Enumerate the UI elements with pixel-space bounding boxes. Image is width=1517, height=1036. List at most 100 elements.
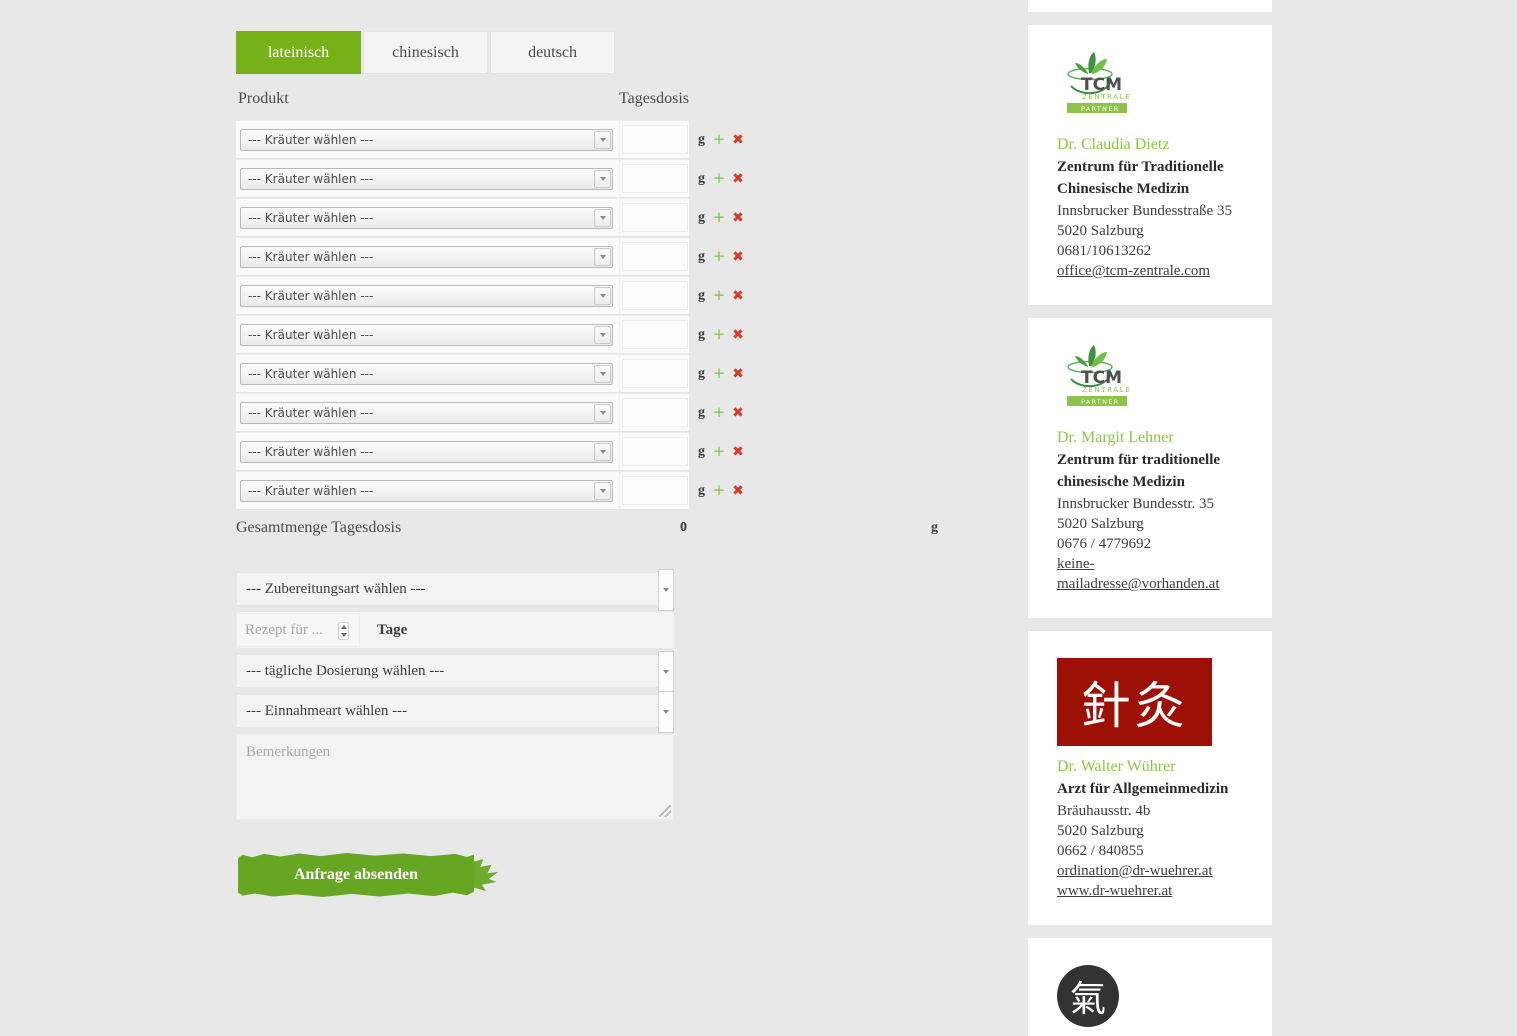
table-row: --- Kräuter wählen --- g + ✖	[236, 159, 996, 198]
cell-produkt: --- Kräuter wählen ---	[236, 432, 619, 471]
herb-select[interactable]: --- Kräuter wählen ---	[240, 245, 613, 268]
preparation-select-value: --- Zubereitungsart wählen ---	[246, 580, 426, 597]
herb-select[interactable]: --- Kräuter wählen ---	[240, 401, 613, 424]
dose-input[interactable]	[622, 437, 688, 466]
close-icon: ✖	[732, 482, 744, 499]
close-icon: ✖	[732, 248, 744, 265]
herb-select[interactable]: --- Kräuter wählen ---	[240, 362, 613, 385]
herb-select[interactable]: --- Kräuter wählen ---	[240, 284, 613, 307]
tab-label: lateinisch	[267, 43, 330, 61]
number-stepper-icon[interactable]	[338, 622, 349, 640]
chevron-down-icon	[594, 403, 611, 422]
remove-row-button[interactable]: ✖	[729, 482, 747, 500]
remarks-textarea[interactable]: Bemerkungen	[236, 734, 674, 820]
remove-row-button[interactable]: ✖	[729, 443, 747, 461]
intake-select[interactable]: --- Einnahmeart wählen ---	[236, 691, 674, 733]
tab-chinesisch[interactable]: chinesisch	[363, 31, 488, 74]
days-unit-label: Tage	[377, 621, 408, 638]
dose-input[interactable]	[622, 281, 688, 310]
tab-lateinisch[interactable]: lateinisch	[236, 31, 361, 74]
practitioner-link[interactable]: ordination@dr-wuehrer.at	[1057, 863, 1213, 879]
herb-table: --- Kräuter wählen --- g + ✖ --- Kräuter wäh…	[236, 120, 996, 510]
herb-select[interactable]: --- Kräuter wählen ---	[240, 206, 613, 229]
herb-select-value: --- Kräuter wählen ---	[248, 366, 374, 381]
add-row-button[interactable]: +	[710, 482, 728, 500]
chevron-down-icon	[594, 442, 611, 461]
herb-select[interactable]: --- Kräuter wählen ---	[240, 167, 613, 190]
dose-input[interactable]	[622, 203, 688, 232]
remove-row-button[interactable]: ✖	[729, 170, 747, 188]
add-row-button[interactable]: +	[710, 248, 728, 266]
add-row-button[interactable]: +	[710, 443, 728, 461]
remove-row-button[interactable]: ✖	[729, 287, 747, 305]
remove-row-button[interactable]: ✖	[729, 131, 747, 149]
partner-card: TCM ZENTRALE PARTNER Dr. Claudia Dietz Zentr…	[1028, 25, 1272, 305]
add-row-button[interactable]: +	[710, 287, 728, 305]
remove-row-button[interactable]: ✖	[729, 248, 747, 266]
add-row-button[interactable]: +	[710, 404, 728, 422]
table-row: --- Kräuter wählen --- g + ✖	[236, 120, 996, 159]
acupuncture-glyphs: 針灸	[1080, 677, 1189, 735]
tab-deutsch[interactable]: deutsch	[490, 31, 615, 74]
cell-produkt: --- Kräuter wählen ---	[236, 354, 619, 393]
practitioner-link[interactable]: keine-mailadresse@vorhanden.at	[1057, 556, 1220, 592]
cell-tagesdosis	[619, 315, 689, 354]
dose-input[interactable]	[622, 242, 688, 271]
plus-icon: +	[712, 130, 726, 148]
remove-row-button[interactable]: ✖	[729, 404, 747, 422]
dose-input[interactable]	[622, 476, 688, 505]
plus-icon: +	[712, 286, 726, 304]
practitioner-org: Chinesische Medizin	[1057, 181, 1190, 197]
chevron-down-icon	[594, 286, 611, 305]
acupuncture-characters-logo: 針灸	[1057, 658, 1212, 746]
remove-row-button[interactable]: ✖	[729, 209, 747, 227]
chevron-down-icon	[594, 481, 611, 500]
practitioner-link[interactable]: www.dr-wuehrer.at	[1057, 883, 1173, 899]
dose-input[interactable]	[622, 125, 688, 154]
chevron-down-icon	[594, 247, 611, 266]
cell-produkt: --- Kräuter wählen ---	[236, 198, 619, 237]
herb-select-value: --- Kräuter wählen ---	[248, 405, 374, 420]
add-row-button[interactable]: +	[710, 209, 728, 227]
herb-select[interactable]: --- Kräuter wählen ---	[240, 128, 613, 151]
dose-unit-label: g	[698, 209, 705, 225]
table-row: --- Kräuter wählen --- g + ✖	[236, 315, 996, 354]
qi-circle-logo: 氣	[1057, 965, 1119, 1027]
herb-select[interactable]: --- Kräuter wählen ---	[240, 323, 613, 346]
add-row-button[interactable]: +	[710, 326, 728, 344]
svg-text:ZENTRALE: ZENTRALE	[1082, 386, 1131, 394]
add-row-button[interactable]: +	[710, 131, 728, 149]
herb-select[interactable]: --- Kräuter wählen ---	[240, 440, 613, 463]
submit-button[interactable]: Anfrage absenden	[238, 853, 474, 897]
dose-unit-label: g	[698, 170, 705, 186]
prescription-details: --- Zubereitungsart wählen --- Rezept fü…	[236, 569, 674, 897]
cell-tagesdosis	[619, 159, 689, 198]
practitioner-org: Zentrum für Traditionelle	[1057, 159, 1224, 175]
dose-input[interactable]	[622, 320, 688, 349]
practitioner-link[interactable]: office@tcm-zentrale.com	[1057, 263, 1211, 279]
resize-handle-icon[interactable]	[659, 805, 671, 817]
preparation-select[interactable]: --- Zubereitungsart wählen ---	[236, 569, 674, 611]
remove-row-button[interactable]: ✖	[729, 365, 747, 383]
herb-select-value: --- Kräuter wählen ---	[248, 171, 374, 186]
herb-select[interactable]: --- Kräuter wählen ---	[240, 479, 613, 502]
add-row-button[interactable]: +	[710, 365, 728, 383]
svg-text:PARTNER: PARTNER	[1081, 105, 1120, 113]
practitioner-address-line: Innsbrucker Bundesstr. 35	[1057, 496, 1215, 512]
cell-produkt: --- Kräuter wählen ---	[236, 120, 619, 159]
add-row-button[interactable]: +	[710, 170, 728, 188]
dose-input[interactable]	[622, 164, 688, 193]
days-input[interactable]: Rezept für ...	[236, 613, 360, 647]
column-header-tagesdosis: Tagesdosis	[619, 90, 689, 107]
remove-row-button[interactable]: ✖	[729, 326, 747, 344]
cell-tagesdosis	[619, 354, 689, 393]
practitioner-address-line: 0662 / 840855	[1057, 843, 1144, 859]
close-icon: ✖	[732, 326, 744, 343]
dose-input[interactable]	[622, 359, 688, 388]
dosage-select[interactable]: --- tägliche Dosierung wählen ---	[236, 651, 674, 693]
dose-input[interactable]	[622, 398, 688, 427]
cell-tagesdosis	[619, 471, 689, 510]
cell-tagesdosis	[619, 432, 689, 471]
table-row: --- Kräuter wählen --- g + ✖	[236, 276, 996, 315]
